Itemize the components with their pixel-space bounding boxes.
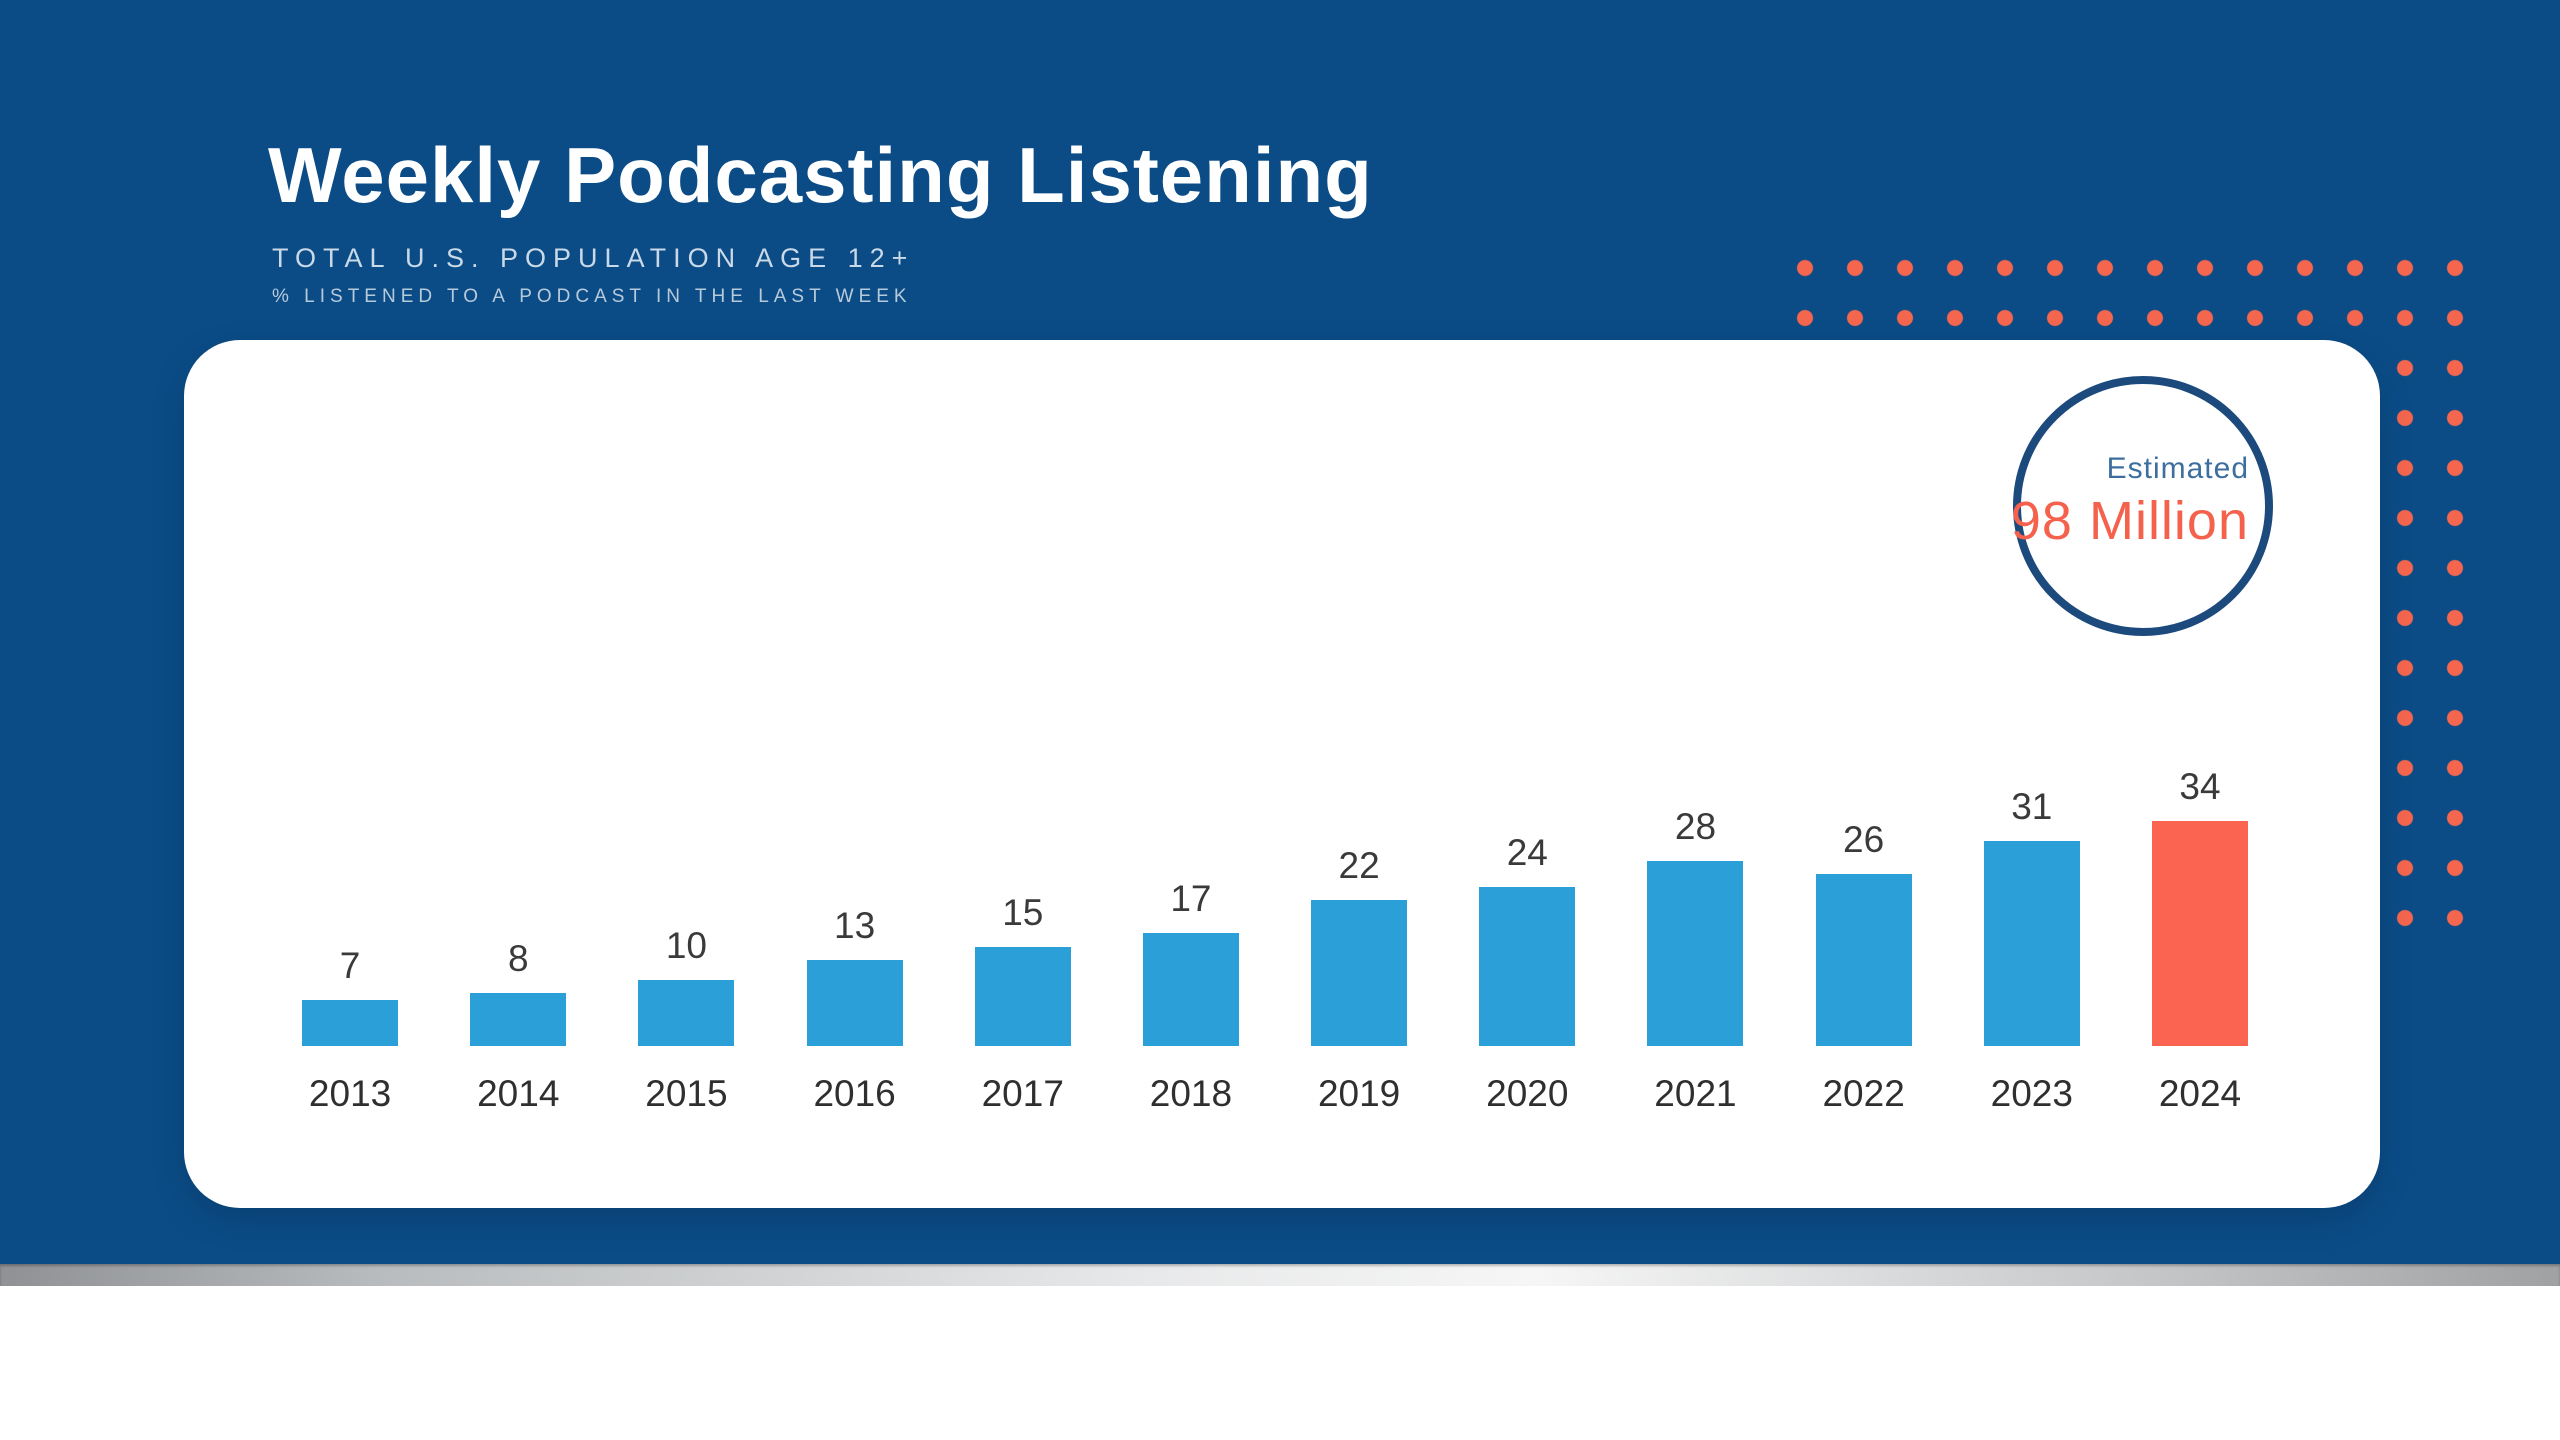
bar bbox=[1815, 874, 1912, 1046]
bar-value-label: 17 bbox=[1170, 878, 1212, 919]
bar-value-label: 15 bbox=[1002, 892, 1044, 933]
bar-value-label: 10 bbox=[665, 925, 707, 966]
bar-column: 10 2015 bbox=[602, 340, 770, 1130]
bar-value-label: 26 bbox=[1843, 819, 1885, 860]
page-note: % LISTENED TO A PODCAST IN THE LAST WEEK bbox=[272, 286, 912, 307]
bar-value-label: 28 bbox=[1674, 806, 1717, 847]
footer: edison research Audacy CUMULUS M E D I A… bbox=[0, 1286, 2560, 1440]
bar bbox=[974, 947, 1071, 1046]
bar bbox=[1311, 900, 1408, 1046]
bar-year-label: 2014 bbox=[477, 1073, 560, 1114]
bar-value-label: 13 bbox=[834, 905, 876, 946]
bar bbox=[1479, 887, 1576, 1046]
bar-year-label: 2016 bbox=[813, 1073, 896, 1114]
bar bbox=[2151, 821, 2248, 1046]
bar-column: 26 2022 bbox=[1780, 340, 1948, 1130]
bar bbox=[470, 993, 567, 1046]
bar-column: 8 2014 bbox=[434, 340, 602, 1130]
bar-column: 7 2013 bbox=[266, 340, 434, 1130]
bar-year-label: 2020 bbox=[1486, 1073, 1569, 1114]
bar-column: 28 2021 bbox=[1611, 340, 1779, 1130]
bar-column: 22 2019 bbox=[1275, 340, 1443, 1130]
bar bbox=[806, 960, 903, 1046]
bar bbox=[1647, 861, 1744, 1046]
bar-year-label: 2017 bbox=[981, 1073, 1064, 1114]
bar-value-label: 24 bbox=[1506, 832, 1548, 873]
gray-divider-strip bbox=[0, 1264, 2560, 1286]
bars-row: 7 2013 8 2014 10 2015 13 2016 15 2017 17 2018 22 2019… bbox=[266, 340, 2284, 1130]
bar-year-label: 2015 bbox=[645, 1073, 728, 1114]
chart-card: Estimated 98 Million 7 2013 8 2014 10 2015 13 2… bbox=[184, 340, 2380, 1208]
bar bbox=[1983, 841, 2080, 1046]
bar-year-label: 2019 bbox=[1317, 1073, 1401, 1114]
bar-value-label: 8 bbox=[507, 938, 529, 979]
bar-column: 13 2016 bbox=[771, 340, 939, 1130]
page-title: Weekly Podcasting Listening bbox=[268, 131, 1373, 219]
bar bbox=[302, 1000, 399, 1046]
page-subtitle: TOTAL U.S. POPULATION AGE 12+ bbox=[272, 243, 915, 273]
bar-year-label: 2013 bbox=[308, 1073, 392, 1114]
bar-value-label: 34 bbox=[2179, 766, 2221, 807]
bar-year-label: 2021 bbox=[1654, 1073, 1737, 1114]
bar-column: 24 2020 bbox=[1443, 340, 1611, 1130]
estimated-badge: Estimated 98 Million bbox=[2010, 376, 2273, 636]
bar-column: 31 2023 bbox=[1948, 340, 2116, 1130]
bar-column: 17 2018 bbox=[1107, 340, 1275, 1130]
bar-year-label: 2022 bbox=[1822, 1073, 1905, 1114]
bar-year-label: 2024 bbox=[2158, 1073, 2242, 1114]
bar-value-label: 22 bbox=[1338, 845, 1380, 886]
bar-column: 15 2017 bbox=[939, 340, 1107, 1130]
bar-value-label: 7 bbox=[339, 945, 361, 986]
bar-year-label: 2018 bbox=[1149, 1073, 1233, 1114]
bar-year-label: 2023 bbox=[1990, 1073, 2073, 1114]
estimated-value: 98 Million bbox=[2010, 491, 2249, 551]
bar bbox=[638, 980, 735, 1046]
estimated-label: Estimated bbox=[2106, 452, 2249, 485]
bar-column: 34 2024 bbox=[2116, 340, 2284, 1130]
bar-value-label: 31 bbox=[2011, 786, 2053, 827]
bar bbox=[1142, 933, 1239, 1046]
